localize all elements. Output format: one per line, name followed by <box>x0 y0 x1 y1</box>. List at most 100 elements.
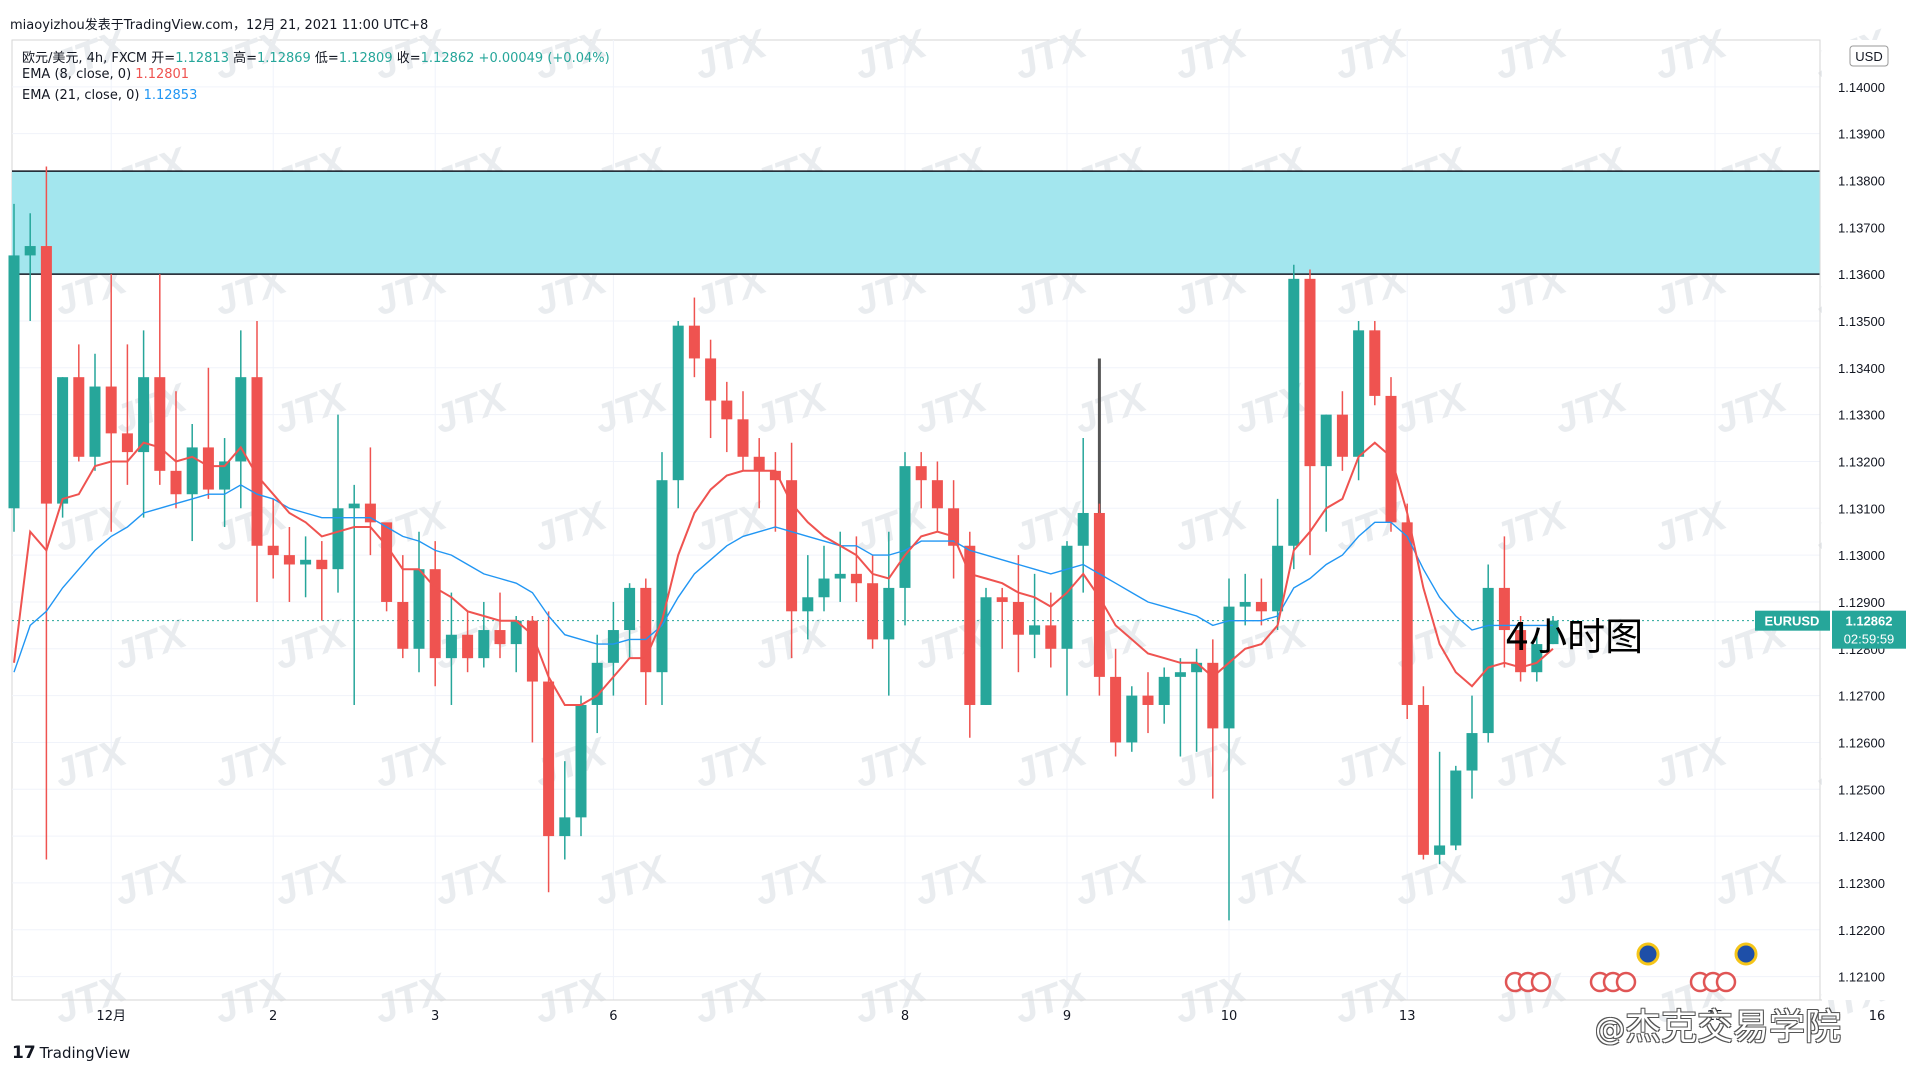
price-tick-label: 1.13300 <box>1838 408 1885 423</box>
candle-body <box>1272 545 1284 612</box>
candle-body <box>478 630 490 659</box>
candle-body <box>332 508 344 570</box>
price-tick-label: 1.12100 <box>1838 970 1885 985</box>
time-tick-label: 9 <box>1063 1009 1071 1024</box>
symbol-prefix: 欧元/美元, 4h, FXCM <box>22 51 148 66</box>
candle-body <box>105 386 117 434</box>
candle-body <box>1077 512 1089 546</box>
candle-body <box>1336 414 1348 457</box>
candle-body <box>1401 522 1413 705</box>
candle-body <box>413 569 425 649</box>
time-tick-label: 8 <box>901 1009 909 1024</box>
candle-body <box>624 587 636 631</box>
candle-body <box>688 325 700 359</box>
time-tick-label: 16 <box>1869 1009 1886 1024</box>
candle-body <box>57 377 69 504</box>
candle-body <box>1191 662 1203 673</box>
symbol-tag-label: EURUSD <box>1765 614 1820 629</box>
candle-body <box>154 377 166 471</box>
ema8-legend[interactable]: EMA (8, close, 0) 1.12801 <box>22 67 189 82</box>
candle-body <box>235 377 247 462</box>
candle-body <box>1255 601 1267 612</box>
close-value: 1.12862 <box>420 51 475 66</box>
candle-body <box>850 573 862 584</box>
time-tick-label: 10 <box>1221 1009 1238 1024</box>
candle-body <box>316 559 328 570</box>
event-eu-icon <box>1734 942 1758 966</box>
candle-body <box>1288 278 1300 546</box>
credit-at-sign: @ <box>1595 1012 1625 1047</box>
ema21-legend[interactable]: EMA (21, close, 0) 1.12853 <box>22 88 197 103</box>
high-label: 高= <box>233 51 258 66</box>
candle-body <box>8 255 20 509</box>
candle-body <box>1142 695 1154 705</box>
time-tick-label: 6 <box>609 1009 617 1024</box>
candle-body <box>40 246 52 504</box>
candle-body <box>1093 512 1105 677</box>
price-tick-label: 1.12200 <box>1838 923 1885 938</box>
close-label: 收= <box>396 51 421 66</box>
price-tick-label: 1.13600 <box>1838 267 1885 282</box>
candle-body <box>251 377 263 546</box>
time-tick-label: 3 <box>431 1009 439 1024</box>
tradingview-logo[interactable]: 17 TradingView <box>12 1043 130 1063</box>
candle-body <box>1239 601 1251 607</box>
candle-body <box>915 466 927 481</box>
candle-body <box>1304 278 1316 467</box>
candle-body <box>575 704 587 818</box>
symbol-legend[interactable]: 欧元/美元, 4h, FXCM 开=1.12813 高=1.12869 低=1.… <box>22 47 610 66</box>
candle-body <box>445 634 457 659</box>
candle-body <box>121 433 133 453</box>
ema21-line <box>13 484 1553 673</box>
tradingview-name: TradingView <box>39 1044 131 1062</box>
publisher-line: miaoyizhou发表于TradingView.com，12月 21, 202… <box>10 18 429 33</box>
candle-body <box>1466 733 1478 771</box>
candle-body <box>1158 676 1170 705</box>
change-value: +0.00049 (+0.04%) <box>478 51 610 66</box>
price-tick-label: 1.13400 <box>1838 361 1885 376</box>
low-value: 1.12809 <box>338 51 393 66</box>
event-flag-icon <box>1530 971 1552 993</box>
candle-body <box>980 597 992 705</box>
event-flag-icon <box>1615 971 1637 993</box>
price-tick-label: 1.13000 <box>1838 548 1885 563</box>
last-price-tag <box>1832 610 1906 649</box>
currency-label: USD <box>1855 49 1882 64</box>
price-tick-label: 1.13900 <box>1838 127 1885 142</box>
ema8-label: EMA (8, close, 0) <box>22 67 132 82</box>
low-label: 低= <box>314 51 339 66</box>
candle-body <box>559 817 571 837</box>
candle-body <box>462 634 474 659</box>
price-tick-label: 1.13500 <box>1838 314 1885 329</box>
candle-body <box>510 620 522 645</box>
candle-body <box>348 503 360 509</box>
candle-body <box>883 587 895 640</box>
candle-body <box>381 522 393 602</box>
candle-body <box>1531 644 1543 673</box>
ema8-value: 1.12801 <box>135 67 190 82</box>
candle-body <box>1174 672 1186 677</box>
symbol-tag <box>1755 610 1830 631</box>
candle-body <box>1207 662 1219 729</box>
candle-body <box>607 630 619 663</box>
price-tick-label: 1.12700 <box>1838 689 1885 704</box>
candle-body <box>24 246 36 256</box>
candle-body <box>996 597 1008 602</box>
candle-body <box>543 681 555 837</box>
candle-body <box>834 573 846 579</box>
candle-body <box>1029 625 1041 635</box>
candle-body <box>753 456 765 471</box>
candle-body <box>931 480 943 509</box>
candle-body <box>397 601 409 649</box>
resistance-zone <box>12 171 1820 275</box>
price-tick-label: 1.12400 <box>1838 829 1885 844</box>
author-credit: @杰克交易学院 <box>1595 998 1841 1050</box>
price-tick-label: 1.13200 <box>1838 454 1885 469</box>
credit-name: 杰克交易学院 <box>1625 1007 1842 1048</box>
candle-body <box>1498 587 1510 631</box>
candle-body <box>267 545 279 556</box>
candle-body <box>656 480 668 673</box>
candle-body <box>219 461 231 490</box>
event-eu-icon <box>1636 942 1660 966</box>
